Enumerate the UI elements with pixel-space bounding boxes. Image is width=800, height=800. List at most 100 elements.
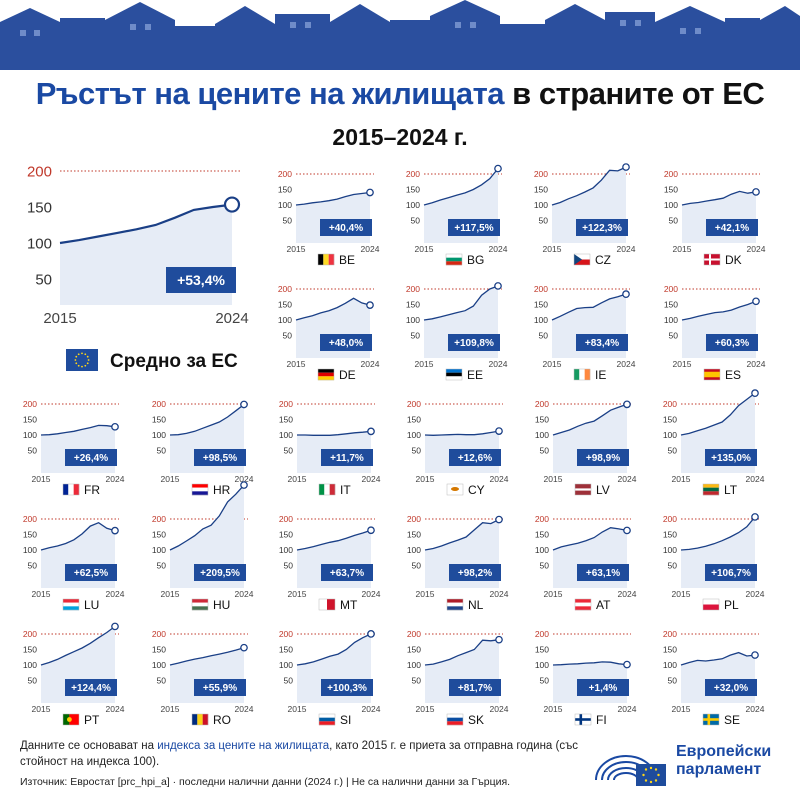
y-tick-label: 150 <box>27 199 52 216</box>
y-tick-label: 100 <box>278 315 292 325</box>
series-line <box>680 516 756 551</box>
nl-flag-icon <box>446 598 464 611</box>
series-line <box>681 300 757 321</box>
country-code-label: ES <box>725 368 741 382</box>
y-tick-label: 100 <box>152 660 166 670</box>
end-point-marker <box>240 400 248 409</box>
x-tick-label-end: 2024 <box>617 244 636 254</box>
chart-cy: 50 100 150 200 +12,6% 2015 2024 CY <box>407 399 509 497</box>
chart-ie: 50 100 150 200 +83,4% 2015 2024 IE <box>534 284 636 382</box>
eu-average-label: Средно за ЕС <box>110 351 238 372</box>
y-tick-label: 200 <box>278 169 292 179</box>
change-badge <box>321 679 373 696</box>
chart-si: 50 100 150 200 +100,3% 2015 2024 SI <box>279 629 381 727</box>
change-badge <box>194 449 246 466</box>
country-code-label: PL <box>724 598 739 612</box>
x-tick-label-end: 2024 <box>490 589 509 599</box>
ep-logo-line1: Европейски <box>676 743 772 760</box>
y-tick-label: 50 <box>540 445 550 455</box>
footer-note-text: Данните се основават на <box>20 740 158 752</box>
change-badge <box>449 449 501 466</box>
y-tick-label: 50 <box>540 560 550 570</box>
x-tick-label-end: 2024 <box>106 589 125 599</box>
y-tick-label: 100 <box>534 200 548 210</box>
y-tick-label: 150 <box>279 414 293 424</box>
y-tick-label: 200 <box>27 163 52 180</box>
y-tick-label: 100 <box>23 430 37 440</box>
it-flag-icon <box>318 483 336 496</box>
y-tick-label: 150 <box>663 529 677 539</box>
x-tick-label-start: 2015 <box>288 474 307 484</box>
y-tick-label: 200 <box>279 629 293 639</box>
chart-fr: 50 100 150 200 +26,4% 2015 2024 FR <box>23 399 125 497</box>
change-badge <box>166 267 236 293</box>
x-tick-label-end: 2024 <box>362 589 381 599</box>
y-tick-label: 150 <box>407 529 421 539</box>
y-tick-label: 100 <box>278 200 292 210</box>
x-tick-label-end: 2024 <box>618 589 637 599</box>
series-line <box>424 519 500 551</box>
country-code-label: LU <box>84 598 99 612</box>
y-tick-label: 150 <box>152 414 166 424</box>
y-tick-label: 150 <box>23 644 37 654</box>
change-badge <box>448 334 500 351</box>
series-line <box>295 297 371 321</box>
country-code-label: FI <box>596 713 607 727</box>
chart-sk: 50 100 150 200 +81,7% 2015 2024 SK <box>407 629 509 727</box>
change-badge <box>577 679 629 696</box>
end-point-marker <box>240 481 248 489</box>
y-tick-label: 50 <box>411 330 421 340</box>
x-tick-label-start: 2015 <box>672 474 691 484</box>
series-line <box>40 625 116 666</box>
y-tick-label: 200 <box>664 169 678 179</box>
series-line <box>424 430 500 436</box>
y-tick-label: 150 <box>406 299 420 309</box>
chart-se: 50 100 150 200 +32,0% 2015 2024 SE <box>663 629 765 727</box>
hpi-link[interactable]: индекса за цените на жилищата <box>157 740 330 752</box>
chart-de: 50 100 150 200 +48,0% 2015 2024 DE <box>278 284 380 382</box>
y-tick-label: 50 <box>284 675 294 685</box>
series-line <box>40 521 116 551</box>
x-tick-label-end: 2024 <box>215 310 248 327</box>
title-rest: в страните от ЕС <box>504 76 765 111</box>
y-tick-label: 200 <box>279 514 293 524</box>
y-tick-label: 50 <box>284 445 294 455</box>
y-tick-label: 200 <box>406 284 420 294</box>
page-subtitle: 2015–2024 г. <box>332 124 468 150</box>
y-tick-label: 50 <box>668 560 678 570</box>
y-tick-label: 100 <box>664 315 678 325</box>
end-point-marker <box>366 301 374 309</box>
change-badge <box>449 679 501 696</box>
x-tick-label-start: 2015 <box>161 704 180 714</box>
change-badge <box>706 334 758 351</box>
x-tick-label-start: 2015 <box>415 244 434 254</box>
y-tick-label: 50 <box>35 271 52 288</box>
series-line <box>423 168 499 206</box>
series-line <box>59 203 233 245</box>
y-tick-label: 50 <box>412 560 422 570</box>
y-tick-label: 50 <box>539 215 549 225</box>
x-tick-label-start: 2015 <box>43 310 76 327</box>
y-tick-label: 200 <box>407 514 421 524</box>
chart-fi: 50 100 150 200 +1,4% 2015 2024 FI <box>535 629 637 727</box>
change-badge <box>65 449 117 466</box>
change-badge-label: +98,2% <box>458 568 492 579</box>
y-tick-label: 150 <box>278 299 292 309</box>
chart-ro: 50 100 150 200 +55,9% 2015 2024 RO <box>152 629 254 727</box>
y-tick-label: 50 <box>669 330 679 340</box>
fi-flag-icon <box>574 713 592 726</box>
y-tick-label: 100 <box>535 545 549 555</box>
change-badge-label: +55,9% <box>203 683 237 694</box>
skyline-banner <box>0 0 800 70</box>
y-tick-label: 50 <box>668 675 678 685</box>
y-tick-label: 50 <box>284 560 294 570</box>
x-tick-label-end: 2024 <box>361 359 380 369</box>
mt-flag-icon <box>318 598 336 611</box>
y-tick-label: 100 <box>664 200 678 210</box>
y-tick-label: 200 <box>534 284 548 294</box>
x-tick-label-end: 2024 <box>490 474 509 484</box>
end-point-marker <box>111 422 119 431</box>
x-tick-label-start: 2015 <box>32 704 51 714</box>
y-tick-label: 200 <box>406 169 420 179</box>
country-code-label: MT <box>340 598 358 612</box>
